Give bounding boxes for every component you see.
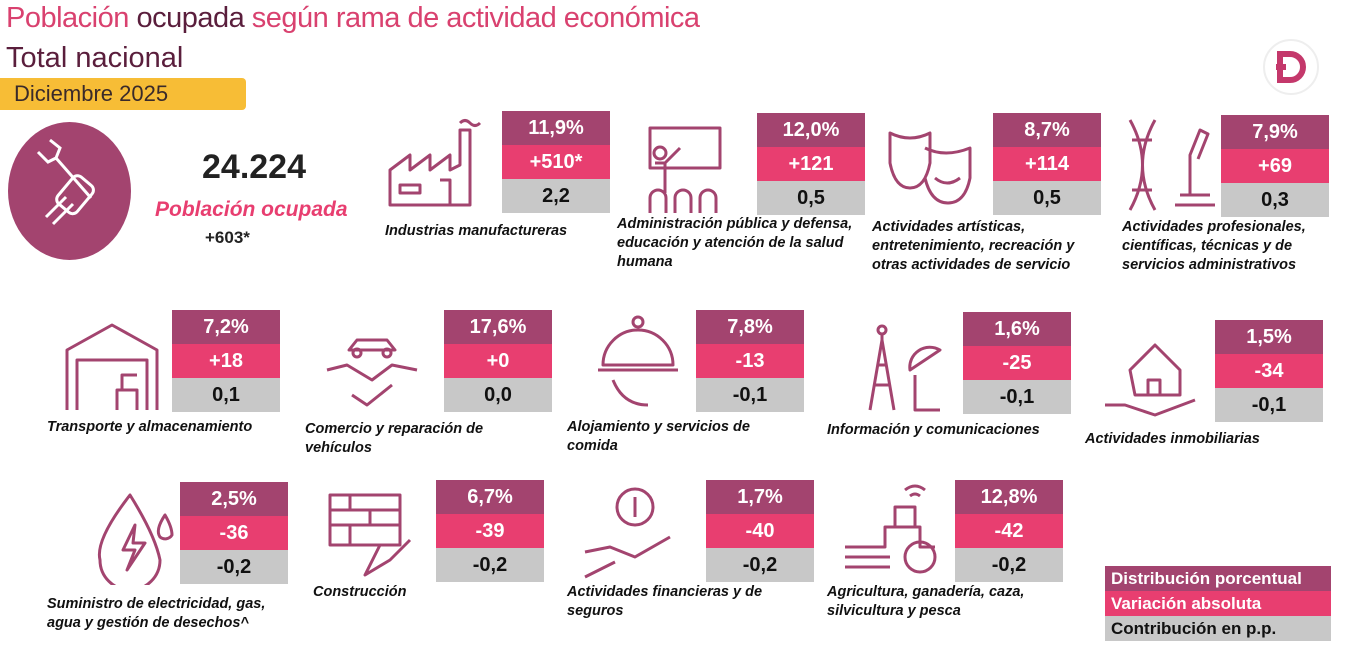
sector-label: Comercio y reparación de vehículos <box>305 421 484 456</box>
sector-values: 7,8% -13 -0,1 <box>696 310 804 412</box>
theater-masks-icon <box>880 113 980 213</box>
money-hand-icon <box>580 482 680 582</box>
title-part: según rama de actividad económica <box>251 2 700 34</box>
sector-label: Alojamiento y servicios de comida <box>567 419 750 454</box>
contribution-value: -0,2 <box>436 548 544 582</box>
sector-values: 1,6% -25 -0,1 <box>963 312 1071 414</box>
distribution-value: 1,7% <box>706 480 814 514</box>
sector-label: Industrias manufactureras <box>385 223 568 239</box>
warehouse-icon <box>62 315 162 415</box>
sector-label: Información y comunicaciones <box>827 422 1040 438</box>
dna-microscope-icon <box>1120 115 1220 215</box>
period-badge: Diciembre 2025 <box>0 78 246 110</box>
sector-label: Actividades financieras y de seguros <box>567 584 763 619</box>
sector-values: 1,5% -34 -0,1 <box>1215 320 1323 422</box>
variation-value: +121 <box>757 147 865 181</box>
sector-values: 8,7% +114 0,5 <box>993 113 1101 215</box>
sector-values: 12,8% -42 -0,2 <box>955 480 1063 582</box>
variation-value: -25 <box>963 346 1071 380</box>
legend: Distribución porcentual Variación absolu… <box>1105 566 1331 641</box>
contribution-value: -0,2 <box>706 548 814 582</box>
contribution-value: -0,1 <box>1215 388 1323 422</box>
contribution-value: -0,1 <box>963 380 1071 414</box>
variation-value: -36 <box>180 516 288 550</box>
handshake-car-icon <box>322 315 422 415</box>
sector-values: 17,6% +0 0,0 <box>444 310 552 412</box>
title-part: Población <box>6 2 129 34</box>
sector-values: 12,0% +121 0,5 <box>757 113 865 215</box>
distribution-value: 7,2% <box>172 310 280 344</box>
distribution-value: 11,9% <box>502 111 610 145</box>
tractor-icon <box>840 482 940 582</box>
sector-values: 6,7% -39 -0,2 <box>436 480 544 582</box>
wrench-hand-icon <box>8 122 131 260</box>
distribution-value: 1,6% <box>963 312 1071 346</box>
contribution-value: -0,1 <box>696 378 804 412</box>
sector-values: 11,9% +510* 2,2 <box>502 111 610 213</box>
variation-value: -13 <box>696 344 804 378</box>
title-part: ocupada <box>136 2 245 34</box>
sector-label: Actividades artísticas, entretenimiento,… <box>872 219 1075 273</box>
distribution-value: 7,8% <box>696 310 804 344</box>
variation-value: +69 <box>1221 149 1329 183</box>
sector-label: Transporte y almacenamiento <box>47 419 253 435</box>
sector-label: Construcción <box>313 584 407 600</box>
contribution-value: 0,5 <box>757 181 865 215</box>
distribution-value: 1,5% <box>1215 320 1323 354</box>
contribution-value: 0,0 <box>444 378 552 412</box>
variation-value: -34 <box>1215 354 1323 388</box>
variation-value: +114 <box>993 147 1101 181</box>
variation-value: +18 <box>172 344 280 378</box>
contribution-value: -0,2 <box>955 548 1063 582</box>
contribution-value: 0,5 <box>993 181 1101 215</box>
distribution-value: 8,7% <box>993 113 1101 147</box>
contribution-value: 2,2 <box>502 179 610 213</box>
contribution-value: 0,3 <box>1221 183 1329 217</box>
page-title: Población ocupada según rama de activida… <box>6 2 700 35</box>
distribution-value: 12,0% <box>757 113 865 147</box>
sector-label: Suministro de electricidad, gas, agua y … <box>47 596 266 631</box>
distribution-value: 7,9% <box>1221 115 1329 149</box>
house-hand-icon <box>1100 325 1200 425</box>
contribution-value: -0,2 <box>180 550 288 584</box>
variation-value: -42 <box>955 514 1063 548</box>
sector-values: 7,2% +18 0,1 <box>172 310 280 412</box>
legend-distribution: Distribución porcentual <box>1105 566 1331 591</box>
sector-values: 1,7% -40 -0,2 <box>706 480 814 582</box>
sector-values: 2,5% -36 -0,2 <box>180 482 288 584</box>
legend-contribution: Contribución en p.p. <box>1105 616 1331 641</box>
teacher-icon <box>635 118 735 218</box>
sector-label: Administración pública y defensa, educac… <box>617 216 853 270</box>
variation-value: -40 <box>706 514 814 548</box>
variation-value: +0 <box>444 344 552 378</box>
variation-value: -39 <box>436 514 544 548</box>
sector-label: Agricultura, ganadería, caza, silvicultu… <box>827 584 1025 619</box>
distribution-value: 17,6% <box>444 310 552 344</box>
variation-value: +510* <box>502 145 610 179</box>
antenna-icon <box>850 315 950 415</box>
legend-variation: Variación absoluta <box>1105 591 1331 616</box>
total-value: 24.224 <box>202 148 306 186</box>
total-label: Población ocupada <box>155 198 348 221</box>
contribution-value: 0,1 <box>172 378 280 412</box>
distribution-value: 6,7% <box>436 480 544 514</box>
brick-trowel-icon <box>325 485 425 585</box>
page-subtitle: Total nacional <box>6 42 184 74</box>
cloche-icon <box>588 310 688 410</box>
distribution-value: 2,5% <box>180 482 288 516</box>
sector-label: Actividades inmobiliarias <box>1085 431 1260 447</box>
water-energy-icon <box>85 485 185 592</box>
ine-logo <box>1262 38 1320 96</box>
sector-values: 7,9% +69 0,3 <box>1221 115 1329 217</box>
total-variation: +603* <box>205 228 250 247</box>
factory-icon <box>385 115 485 215</box>
distribution-value: 12,8% <box>955 480 1063 514</box>
sector-label: Actividades profesionales, científicas, … <box>1122 219 1306 273</box>
